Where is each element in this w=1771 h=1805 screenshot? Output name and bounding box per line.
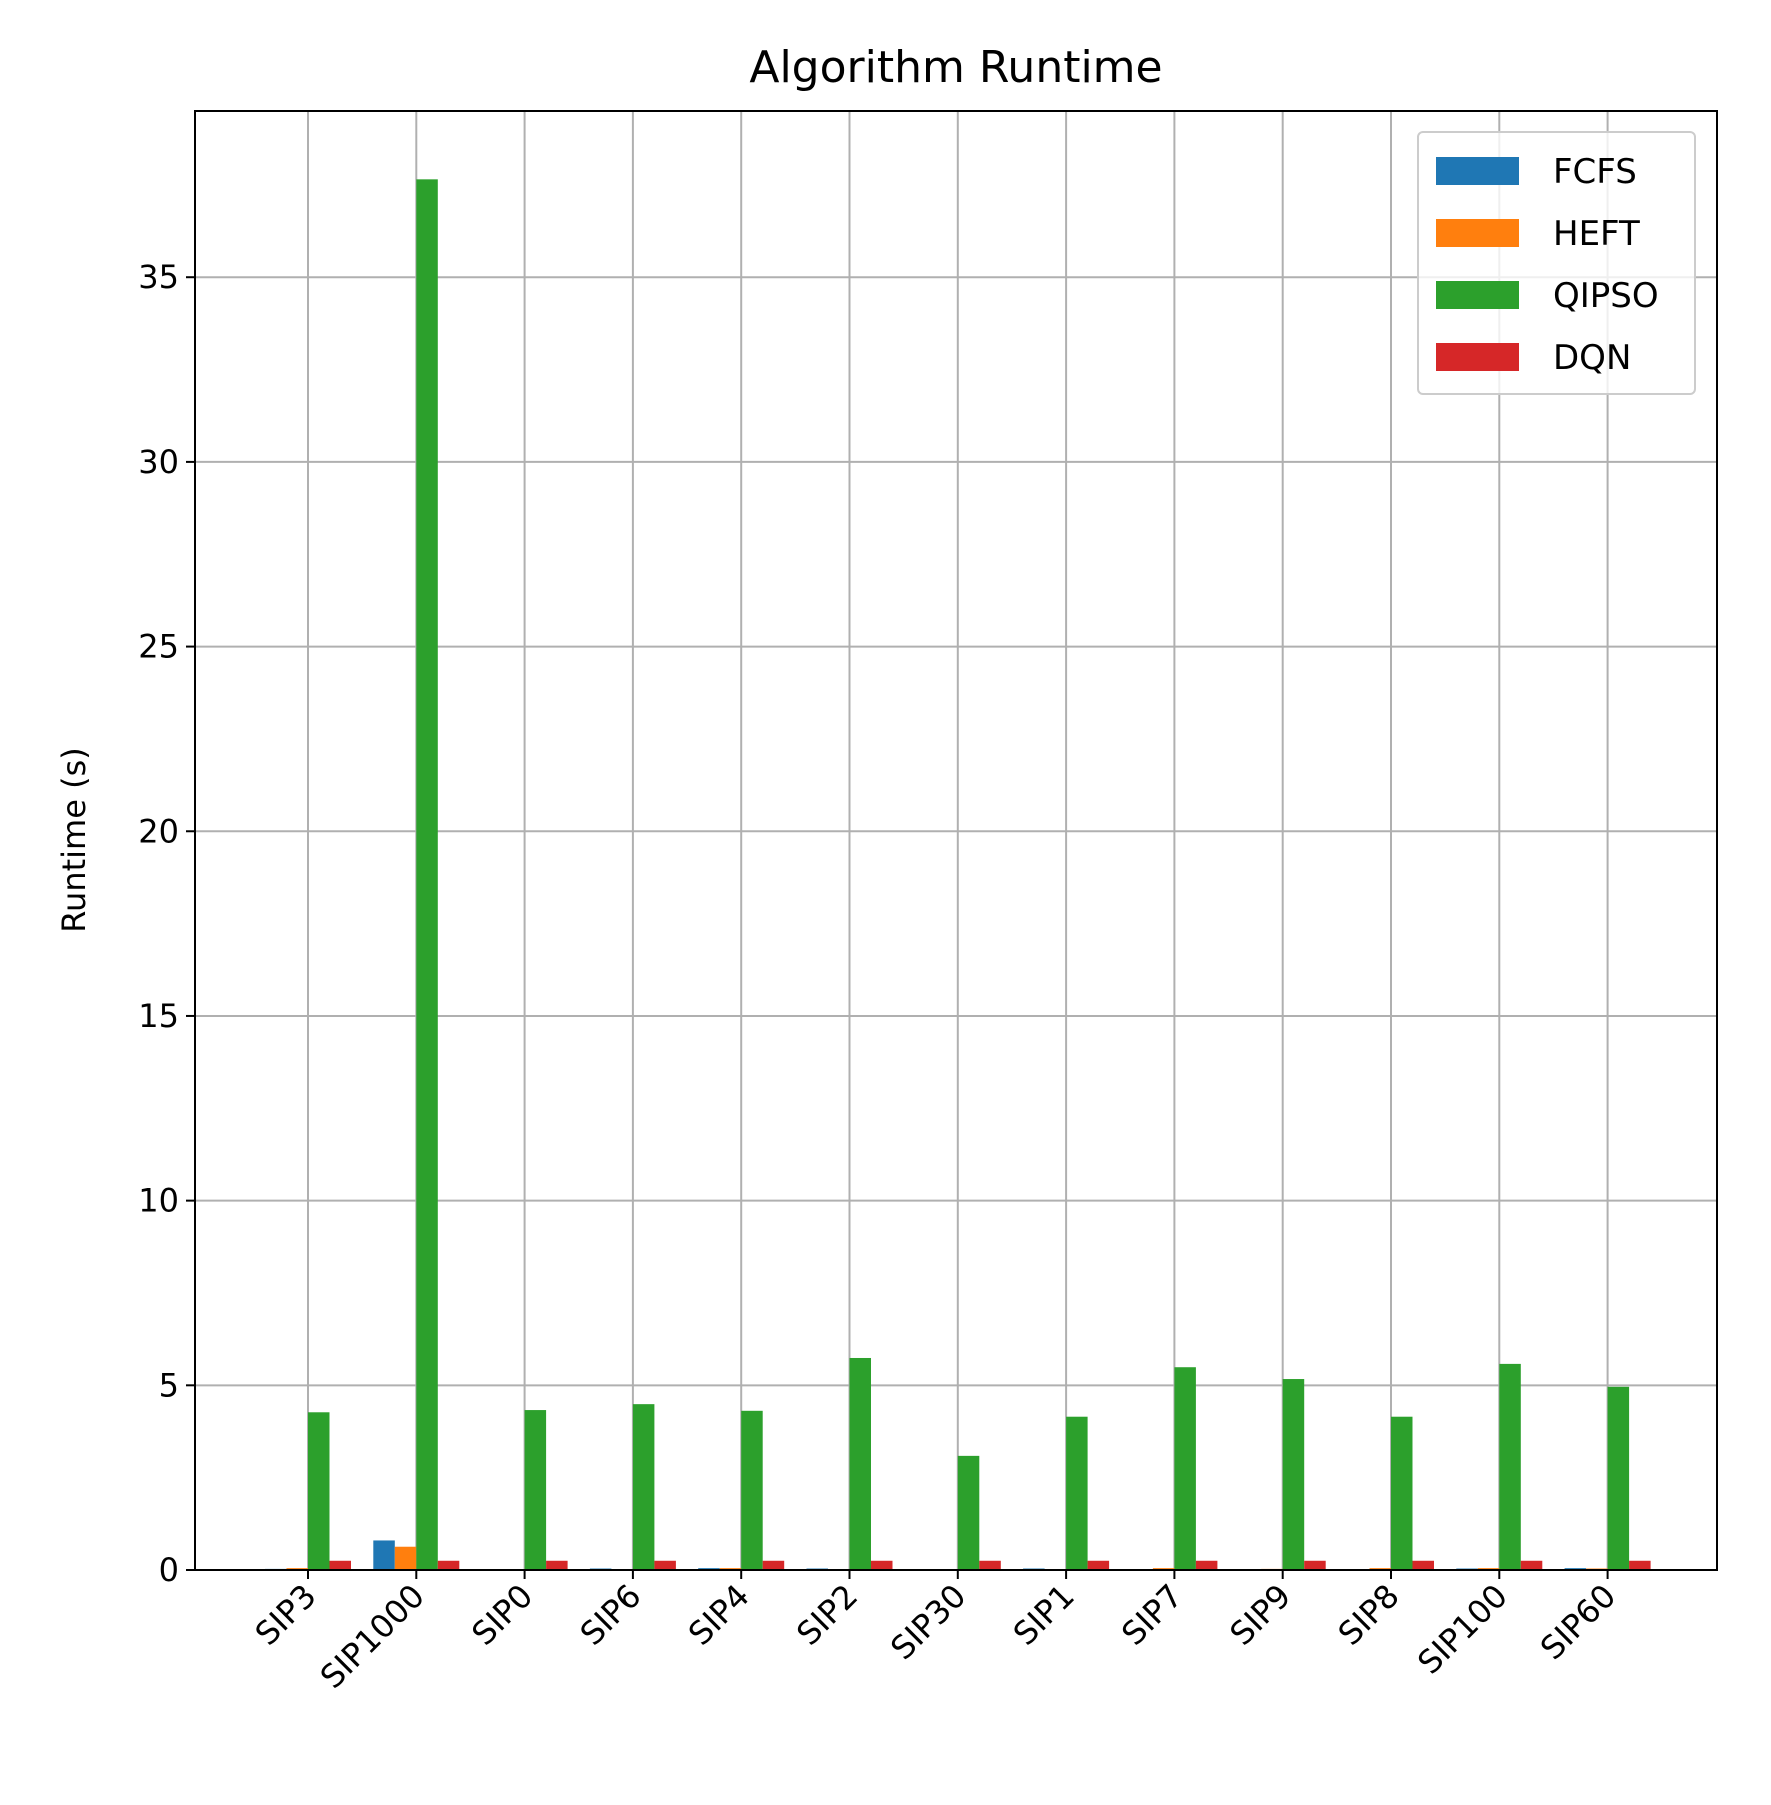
bar-dqn-sip3 — [330, 1561, 352, 1570]
bar-dqn-sip100 — [1521, 1561, 1543, 1570]
bar-qipso-sip9 — [1283, 1379, 1305, 1570]
bar-dqn-sip9 — [1304, 1561, 1326, 1570]
chart-title: Algorithm Runtime — [749, 42, 1162, 93]
y-tick-label: 0 — [159, 1551, 179, 1589]
bar-heft-sip1000 — [395, 1547, 417, 1570]
bar-qipso-sip6 — [633, 1404, 655, 1570]
bar-qipso-sip1000 — [416, 179, 438, 1570]
legend-label-heft: HEFT — [1553, 214, 1640, 254]
y-tick-label: 25 — [138, 628, 179, 666]
y-tick-label: 30 — [138, 443, 179, 481]
bar-qipso-sip4 — [741, 1411, 763, 1570]
legend-label-dqn: DQN — [1553, 338, 1631, 378]
bar-qipso-sip3 — [308, 1412, 330, 1570]
legend: FCFS HEFT QIPSO DQN — [1418, 132, 1695, 394]
legend-swatch-dqn — [1436, 343, 1519, 371]
legend-label-fcfs: FCFS — [1553, 152, 1637, 192]
legend-swatch-heft — [1436, 219, 1519, 247]
bar-dqn-sip6 — [654, 1561, 676, 1570]
y-tick-label: 5 — [159, 1366, 179, 1404]
bar-dqn-sip1 — [1088, 1561, 1110, 1570]
legend-swatch-fcfs — [1436, 157, 1519, 185]
bar-dqn-sip4 — [763, 1561, 785, 1570]
bar-dqn-sip7 — [1196, 1561, 1218, 1570]
bar-qipso-sip30 — [958, 1456, 980, 1570]
bar-dqn-sip0 — [546, 1561, 568, 1570]
bar-dqn-sip8 — [1413, 1561, 1435, 1570]
bar-dqn-sip2 — [871, 1561, 893, 1570]
bar-qipso-sip2 — [850, 1358, 872, 1570]
bar-qipso-sip100 — [1499, 1364, 1521, 1570]
bar-qipso-sip60 — [1608, 1387, 1630, 1570]
bar-dqn-sip30 — [979, 1561, 1001, 1570]
legend-label-qipso: QIPSO — [1553, 276, 1659, 316]
y-tick-label: 35 — [138, 258, 179, 296]
y-tick-label: 10 — [138, 1182, 179, 1220]
bar-qipso-sip7 — [1174, 1367, 1196, 1570]
bar-dqn-sip1000 — [438, 1561, 460, 1570]
bar-qipso-sip8 — [1391, 1417, 1413, 1570]
bar-qipso-sip0 — [525, 1410, 547, 1570]
y-tick-label: 20 — [138, 812, 179, 850]
bar-dqn-sip60 — [1629, 1561, 1651, 1570]
bar-fcfs-sip1000 — [373, 1540, 395, 1570]
y-tick-label: 15 — [138, 997, 179, 1035]
y-axis-label: Runtime (s) — [55, 747, 93, 932]
bar-qipso-sip1 — [1066, 1417, 1088, 1570]
legend-swatch-qipso — [1436, 281, 1519, 309]
